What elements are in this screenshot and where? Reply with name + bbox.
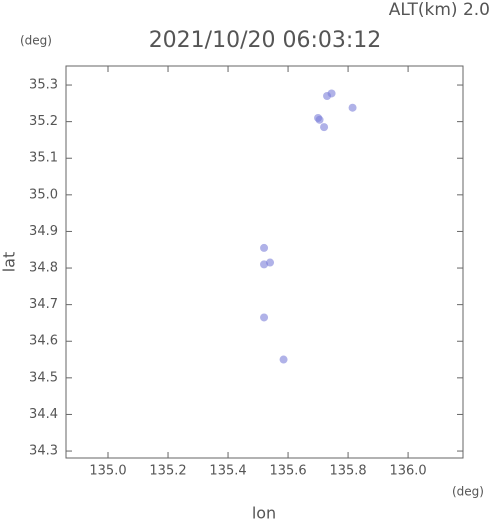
echo-point — [266, 258, 275, 267]
echo-point — [320, 123, 329, 132]
y-tick-label: 34.3 — [29, 444, 58, 459]
x-tick-label: 135.6 — [269, 464, 306, 479]
chart-title: 2021/10/20 06:03:12 — [149, 28, 382, 53]
echo-point — [348, 103, 357, 112]
y-tick-label: 34.9 — [29, 224, 58, 239]
x-tick-label: 135.2 — [149, 464, 186, 479]
echo-point — [279, 355, 288, 364]
echo-point — [260, 243, 269, 252]
y-tick-label: 34.6 — [29, 334, 58, 349]
x-axis-label: lon — [252, 504, 276, 521]
echo-point — [260, 260, 269, 269]
echo-point — [314, 113, 323, 122]
x-unit: (deg) — [452, 485, 484, 499]
x-tick-label: 135.4 — [209, 464, 246, 479]
y-tick-label: 35.2 — [29, 114, 58, 129]
plot-frame — [65, 65, 464, 459]
y-tick-label: 35.1 — [29, 151, 58, 166]
x-tick-label: 136.0 — [389, 464, 426, 479]
y-tick-label: 34.5 — [29, 370, 58, 385]
y-tick-label: 34.4 — [29, 407, 58, 422]
altitude: ALT(km) 2.0 — [389, 0, 490, 20]
x-tick-label: 135.8 — [329, 464, 366, 479]
y-tick-label: 34.8 — [29, 261, 58, 276]
y-tick-label: 35.0 — [29, 187, 58, 202]
y-tick-label: 35.3 — [29, 78, 58, 93]
echo-point — [260, 313, 269, 322]
y-axis-label: lat — [0, 252, 19, 273]
y-tick-label: 34.7 — [29, 297, 58, 312]
x-tick-label: 135.0 — [89, 464, 126, 479]
y-unit: (deg) — [20, 34, 52, 48]
echo-point — [323, 92, 332, 101]
